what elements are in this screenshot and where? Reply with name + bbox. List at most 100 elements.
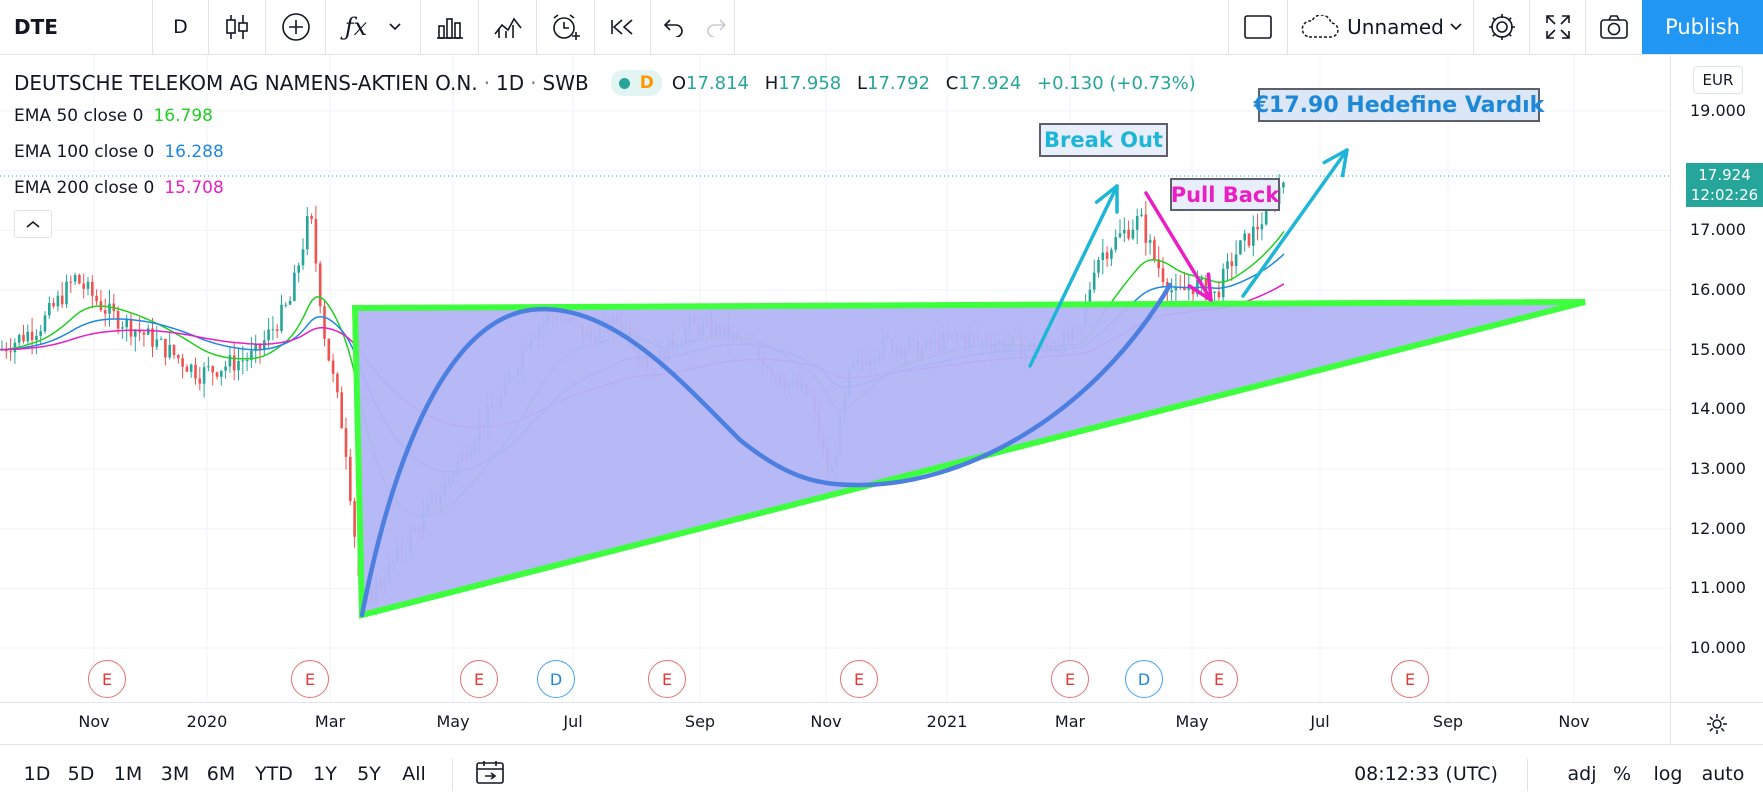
dividend-marker[interactable]: D xyxy=(1125,660,1163,698)
candle-body xyxy=(297,265,300,273)
chart-settings-icon[interactable] xyxy=(1670,702,1763,744)
candle-body xyxy=(86,281,90,289)
bar-chart-icon[interactable] xyxy=(421,0,479,54)
range-button[interactable]: 1D xyxy=(23,763,51,785)
break-out-label[interactable]: Break Out xyxy=(1039,123,1168,157)
target-label[interactable]: €17.90 Hedefine Vardık xyxy=(1254,88,1544,122)
earnings-marker[interactable]: E xyxy=(1200,660,1238,698)
collapse-legend-button[interactable] xyxy=(14,210,52,238)
ema-200-legend[interactable]: EMA 200 close 0 15.708 xyxy=(14,178,224,198)
time-tick: Nov xyxy=(78,712,110,731)
redo-icon[interactable] xyxy=(697,0,735,54)
earnings-marker[interactable]: E xyxy=(840,660,878,698)
ema-50-value: 16.798 xyxy=(153,106,213,126)
candle-body xyxy=(151,328,154,347)
candle-body xyxy=(1088,289,1092,306)
candle-body xyxy=(280,304,283,331)
layout-menu[interactable]: Unnamed xyxy=(1288,0,1474,54)
dividend-marker[interactable]: D xyxy=(537,660,575,698)
utc-clock[interactable]: 08:12:33 (UTC) xyxy=(1354,763,1498,785)
earnings-marker[interactable]: E xyxy=(648,660,686,698)
price-axis[interactable] xyxy=(1670,55,1763,702)
currency-button[interactable]: EUR xyxy=(1693,66,1743,94)
camera-icon[interactable] xyxy=(1586,0,1642,54)
time-tick: Sep xyxy=(684,712,716,731)
scale-option[interactable]: log xyxy=(1653,763,1683,785)
earnings-marker[interactable]: E xyxy=(88,660,126,698)
ema-100-legend[interactable]: EMA 100 close 0 16.288 xyxy=(14,142,224,162)
price-tick: 13.000 xyxy=(1690,459,1746,479)
settings-icon[interactable] xyxy=(1474,0,1530,54)
price-chart[interactable] xyxy=(0,55,1670,702)
add-indicator-icon[interactable] xyxy=(266,0,326,54)
earnings-marker[interactable]: E xyxy=(291,660,329,698)
candle-body xyxy=(1247,233,1251,246)
candle-body xyxy=(228,355,232,367)
candle-body xyxy=(22,334,25,342)
symbol-search[interactable]: DTE xyxy=(0,0,153,54)
time-tick: Sep xyxy=(1432,712,1464,731)
candle-body xyxy=(1097,259,1100,273)
candle-body xyxy=(65,281,68,305)
candle-body xyxy=(1140,214,1143,216)
indicators-button[interactable]: ƒx xyxy=(326,0,421,54)
chart-pane[interactable] xyxy=(0,55,1670,702)
low-value: 17.792 xyxy=(867,72,931,94)
market-status-pill[interactable]: D xyxy=(610,70,662,96)
replay-icon[interactable] xyxy=(595,0,651,54)
range-button[interactable]: YTD xyxy=(255,763,293,785)
candle-body xyxy=(134,330,137,337)
interval-button[interactable]: D xyxy=(153,0,209,54)
market-open-dot xyxy=(618,77,630,89)
undo-icon[interactable] xyxy=(651,0,697,54)
fullscreen-icon[interactable] xyxy=(1530,0,1586,54)
candle-body xyxy=(1243,233,1246,241)
candle-body xyxy=(271,329,275,331)
range-button[interactable]: 6M xyxy=(206,763,236,785)
candle-body xyxy=(103,310,107,314)
candle-body xyxy=(1148,239,1152,243)
candle-body xyxy=(39,331,42,336)
select-box-icon[interactable] xyxy=(1228,0,1288,54)
candle-body xyxy=(1213,291,1216,293)
ema-50-legend[interactable]: EMA 50 close 0 16.798 xyxy=(14,106,213,126)
price-tick: 14.000 xyxy=(1690,399,1746,419)
time-axis[interactable] xyxy=(0,702,1670,744)
compare-icon[interactable] xyxy=(479,0,537,54)
range-button[interactable]: 1M xyxy=(113,763,143,785)
candle-body xyxy=(1114,237,1117,250)
candle-body xyxy=(1170,290,1173,293)
candle-body xyxy=(353,501,356,537)
range-button[interactable]: 5Y xyxy=(357,763,381,785)
date-range-icon[interactable] xyxy=(475,759,505,790)
ohlc-values: O17.814 H17.958 L17.792 C17.924 +0.130 (… xyxy=(671,72,1196,94)
range-button[interactable]: 3M xyxy=(160,763,190,785)
price-tick: 17.000 xyxy=(1690,220,1746,240)
candle-body xyxy=(1101,252,1105,260)
publish-button[interactable]: Publish xyxy=(1642,0,1763,54)
data-flag: D xyxy=(639,73,654,93)
earnings-marker[interactable]: E xyxy=(1391,660,1429,698)
scale-option[interactable]: auto xyxy=(1701,763,1745,785)
candle-body xyxy=(1217,291,1221,298)
range-button[interactable]: 1Y xyxy=(313,763,337,785)
scale-option[interactable]: % xyxy=(1612,763,1632,785)
candle-body xyxy=(1092,272,1096,290)
range-button[interactable]: 5D xyxy=(67,763,95,785)
candle-body xyxy=(125,318,128,328)
earnings-marker[interactable]: E xyxy=(1051,660,1089,698)
range-button[interactable]: All xyxy=(402,763,426,785)
alert-icon[interactable] xyxy=(537,0,595,54)
candle-body xyxy=(168,344,171,358)
candle-body xyxy=(95,295,98,302)
candle-body xyxy=(155,339,159,347)
time-tick: Nov xyxy=(810,712,842,731)
scale-option[interactable]: adj xyxy=(1567,763,1597,785)
symbol-title[interactable]: DEUTSCHE TELEKOM AG NAMENS-AKTIEN O.N. xyxy=(14,71,478,95)
fx-icon: ƒx xyxy=(344,13,368,41)
pull-back-label[interactable]: Pull Back xyxy=(1170,178,1280,211)
candles-icon[interactable] xyxy=(209,0,266,54)
earnings-marker[interactable]: E xyxy=(460,660,498,698)
candle-body xyxy=(344,428,348,457)
candle-body xyxy=(164,338,167,358)
